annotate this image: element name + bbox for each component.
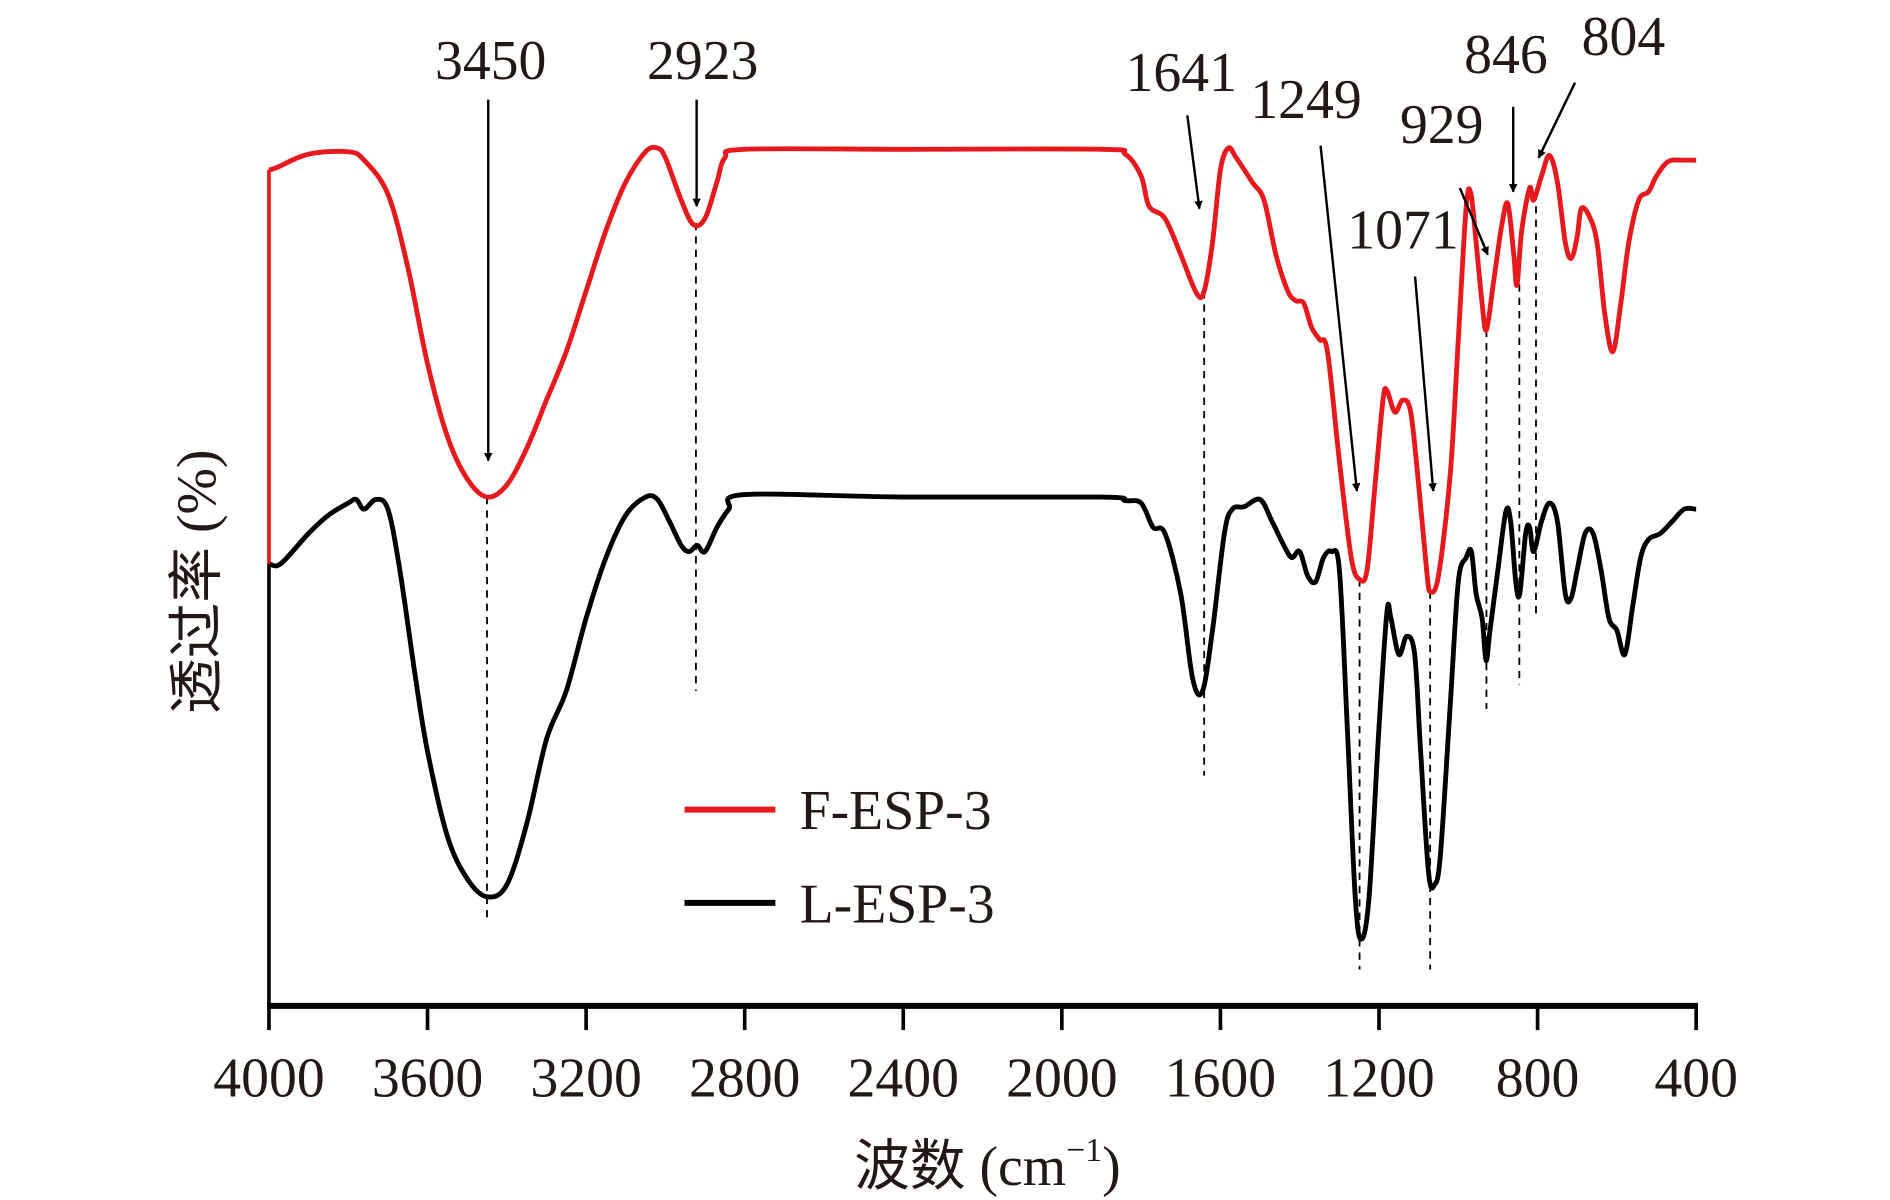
peak-label-1071: 1071 bbox=[1347, 200, 1458, 262]
x-tick-label: 1200 bbox=[1323, 1048, 1434, 1110]
x-tick-label: 1600 bbox=[1165, 1048, 1276, 1110]
peak-arrow-1071 bbox=[1413, 276, 1437, 492]
series-line-l-esp-3 bbox=[268, 491, 1697, 942]
peak-label-846: 846 bbox=[1464, 24, 1548, 86]
legend: F-ESP-3 L-ESP-3 bbox=[684, 780, 995, 935]
x-tick-label: 2000 bbox=[1006, 1048, 1117, 1110]
peak-arrow-929 bbox=[1458, 187, 1489, 256]
x-tick-label: 2800 bbox=[689, 1048, 800, 1110]
series-group bbox=[268, 144, 1697, 942]
y-axis-label: 透过率 (%) bbox=[167, 450, 229, 715]
peak-arrow-1249 bbox=[1319, 145, 1361, 492]
x-tick-label: 800 bbox=[1496, 1048, 1580, 1110]
legend-label-l-esp-3: L-ESP-3 bbox=[800, 873, 995, 935]
x-axis-label: 波数 (cm−1) bbox=[854, 1132, 1121, 1198]
peak-label-929: 929 bbox=[1400, 94, 1484, 156]
peak-label-3450: 3450 bbox=[435, 30, 546, 92]
x-axis-label-close: ) bbox=[1102, 1136, 1121, 1198]
x-tick-label: 2400 bbox=[848, 1048, 959, 1110]
peak-label-2923: 2923 bbox=[647, 30, 758, 92]
x-ticks: 4000 3600 3200 2800 2400 2000 1600 1200 800 400 bbox=[213, 1005, 1738, 1110]
series-line-f-esp-3 bbox=[268, 144, 1697, 595]
peak-arrow-804 bbox=[1537, 82, 1577, 159]
peak-label-1641: 1641 bbox=[1126, 42, 1237, 104]
peak-arrow-1641 bbox=[1186, 115, 1203, 210]
peak-guide-lines bbox=[486, 192, 1537, 970]
x-axis-label-main: 波数 (cm bbox=[854, 1136, 1066, 1198]
peak-label-1249: 1249 bbox=[1250, 69, 1361, 131]
x-tick-label: 4000 bbox=[213, 1048, 324, 1110]
legend-label-f-esp-3: F-ESP-3 bbox=[800, 780, 992, 842]
peak-label-804: 804 bbox=[1582, 6, 1666, 68]
peak-annotations: 3450 2923 1641 1249 1071 929 846 804 bbox=[435, 6, 1666, 492]
x-tick-label: 3200 bbox=[530, 1048, 641, 1110]
axes bbox=[267, 169, 1698, 1009]
x-tick-label: 3600 bbox=[372, 1048, 483, 1110]
x-axis-label-sup: −1 bbox=[1066, 1132, 1102, 1169]
x-tick-label: 400 bbox=[1654, 1048, 1738, 1110]
